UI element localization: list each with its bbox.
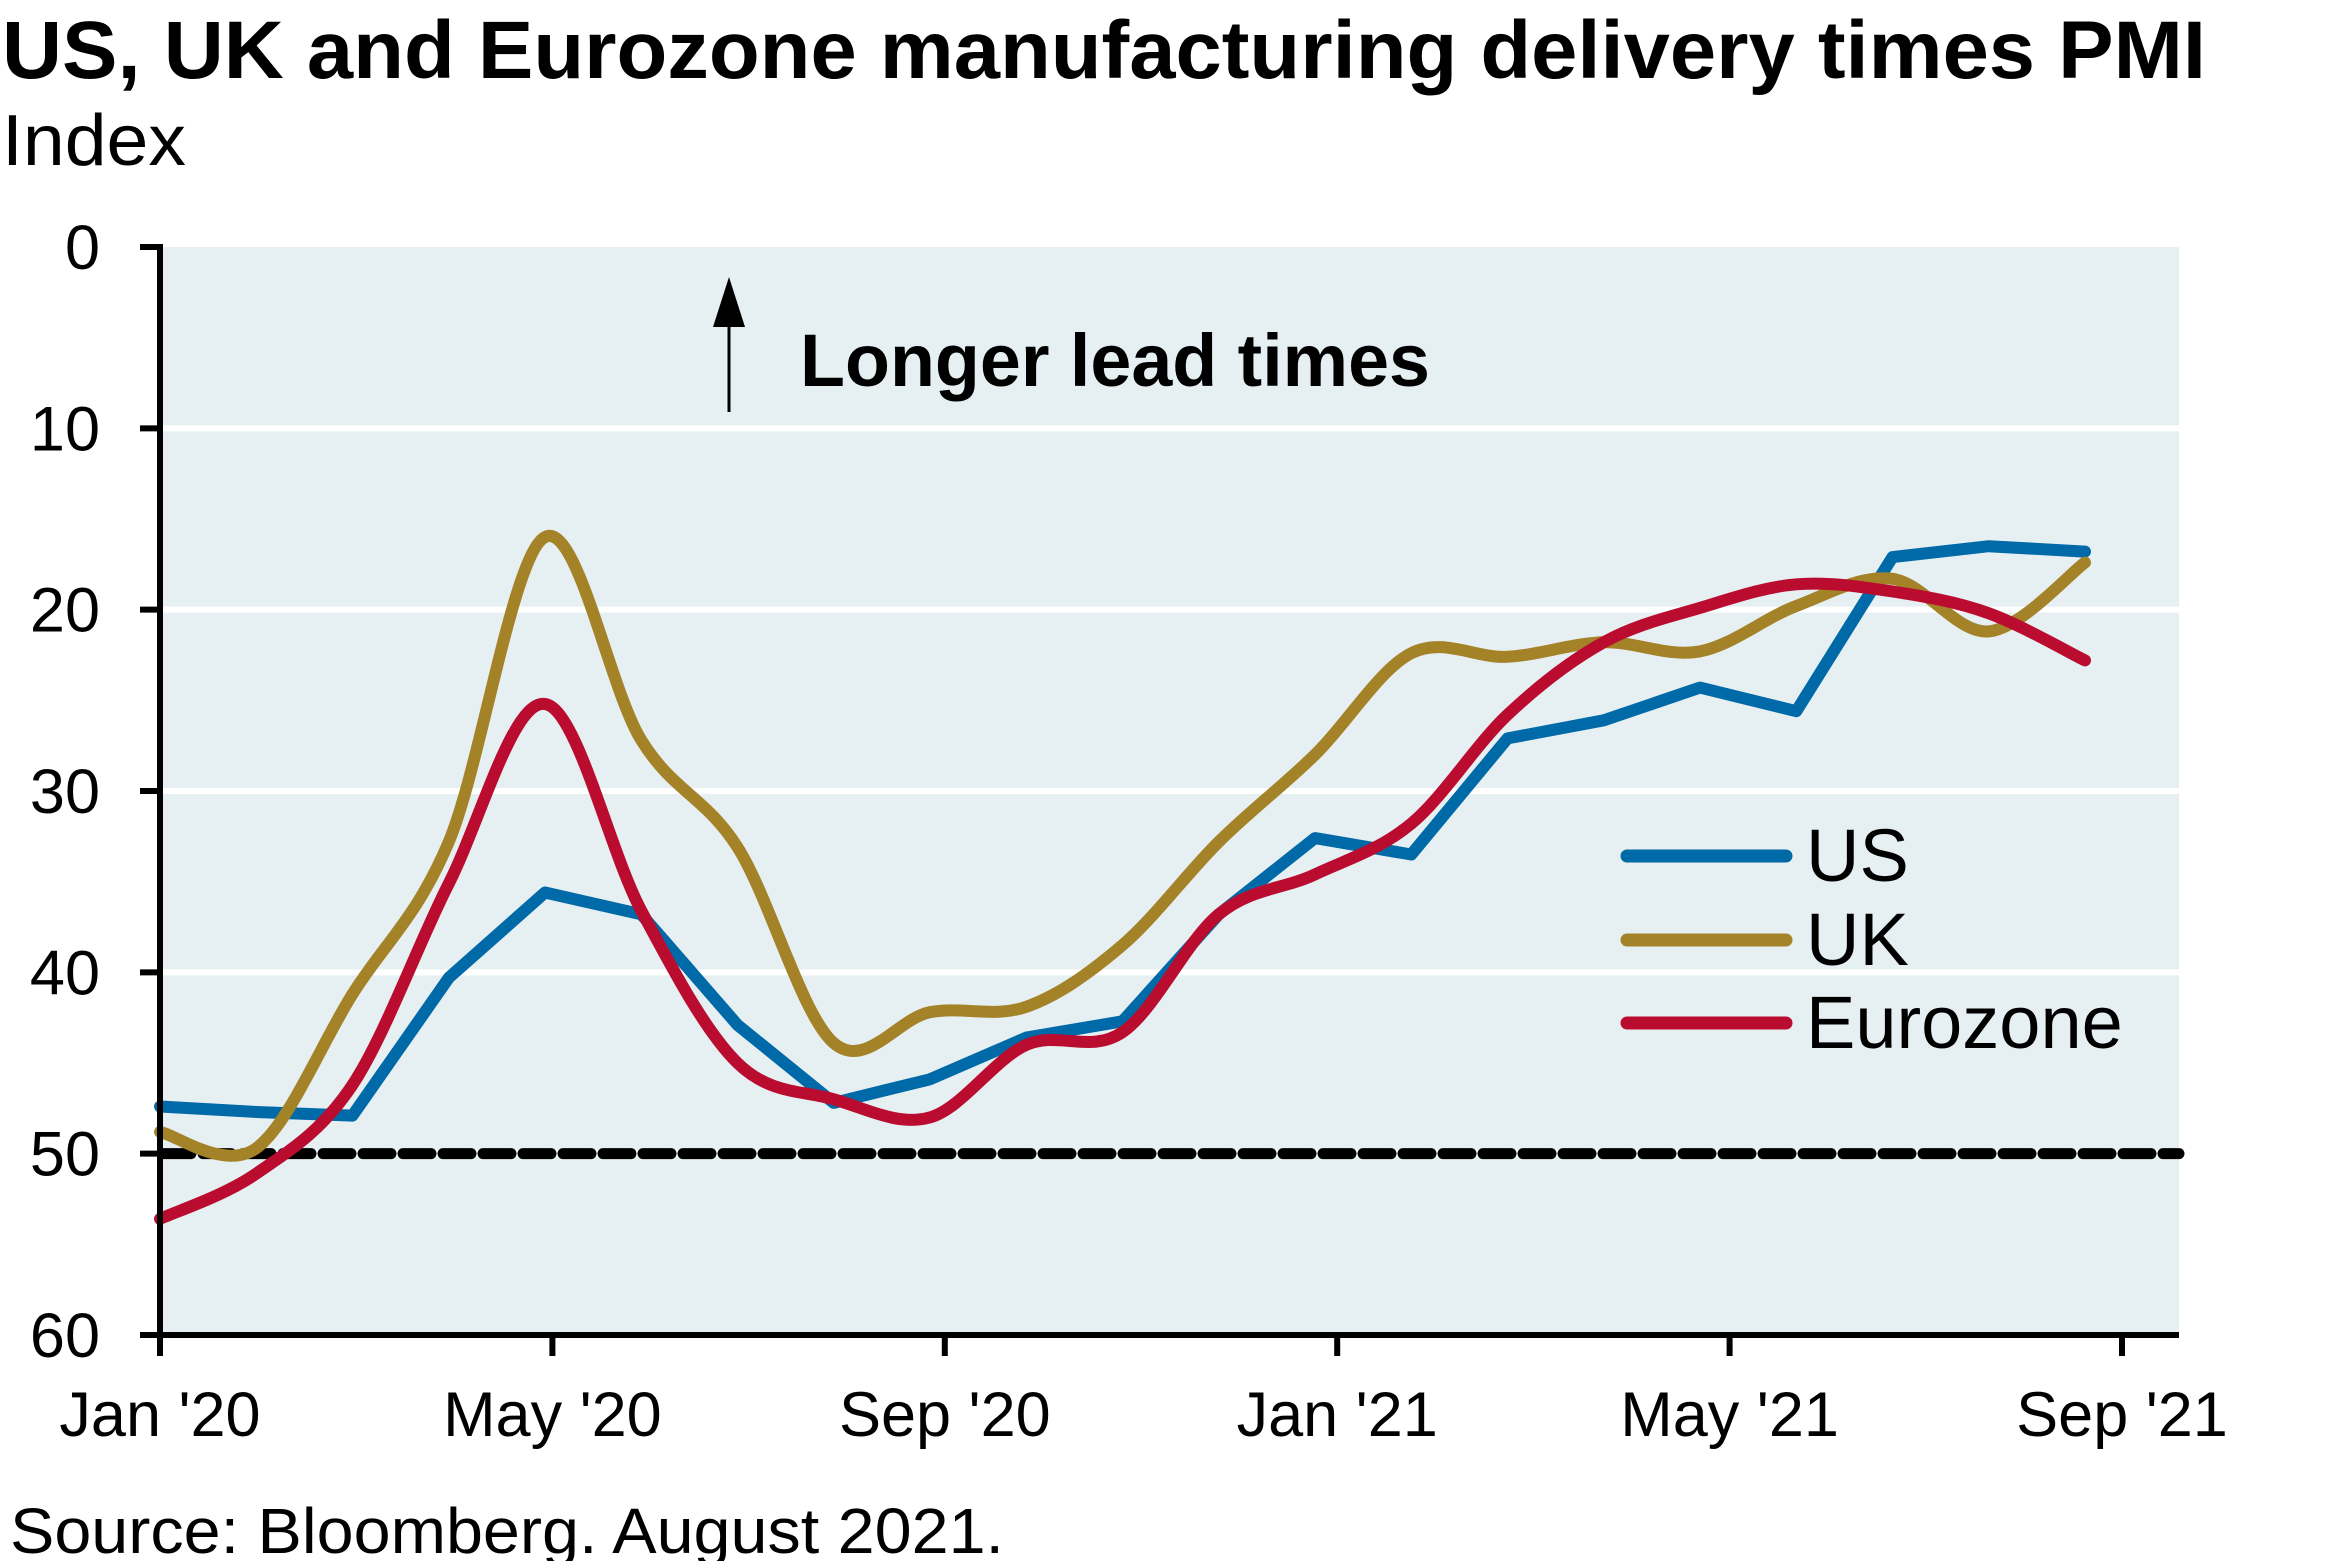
legend-item-eurozone: Eurozone [1620, 981, 2123, 1064]
series-uk [154, 530, 2091, 1162]
series-line-uk [154, 530, 2091, 1162]
y-tick-label: 60 [30, 1301, 100, 1371]
x-tick-label: Sep '20 [839, 1380, 1051, 1450]
y-ticks: 0 10 20 30 40 50 60 [30, 213, 160, 1371]
series-line-us [154, 540, 2091, 1122]
legend-item-us: US [1620, 814, 1909, 897]
annotation: Longer lead times [713, 277, 1430, 412]
series-line-eurozone [154, 577, 2091, 1225]
series-lines [154, 530, 2091, 1225]
legend-label: UK [1806, 898, 1909, 981]
up-arrow-icon [713, 277, 745, 327]
series-eurozone [154, 577, 2091, 1225]
chart-subtitle: Index [2, 101, 186, 181]
legend-label: Eurozone [1806, 981, 2123, 1064]
y-tick-label: 40 [30, 938, 100, 1008]
legend-label: US [1806, 814, 1909, 897]
x-tick-label: Jan '20 [59, 1380, 260, 1450]
x-tick-label: Jan '21 [1237, 1380, 1438, 1450]
x-tick-label: May '20 [443, 1380, 662, 1450]
source-note: Source: Bloomberg. August 2021. [10, 1495, 1004, 1561]
legend-item-uk: UK [1620, 898, 1909, 981]
chart-title: US, UK and Eurozone manufacturing delive… [2, 5, 2206, 96]
x-tick-label: May '21 [1620, 1380, 1839, 1450]
y-tick-label: 20 [30, 576, 100, 646]
x-ticks: Jan '20 May '20 Sep '20 Jan '21 May '21 Sep '… [59, 1335, 2228, 1450]
annotation-label: Longer lead times [800, 319, 1430, 402]
y-tick-label: 30 [30, 757, 100, 827]
y-tick-label: 0 [65, 213, 100, 283]
series-us [154, 540, 2091, 1122]
x-tick-label: Sep '21 [2016, 1380, 2228, 1450]
y-tick-label: 10 [30, 394, 100, 464]
y-tick-label: 50 [30, 1120, 100, 1190]
